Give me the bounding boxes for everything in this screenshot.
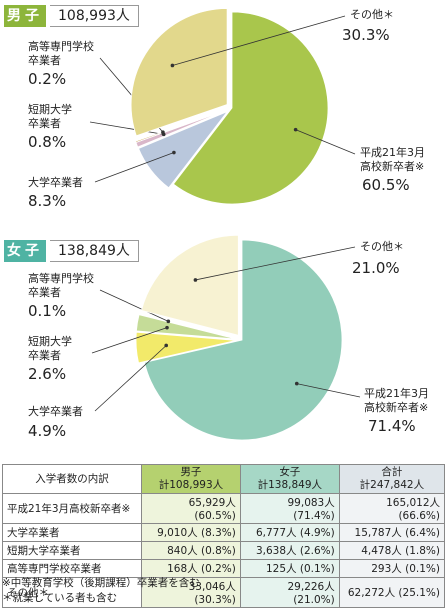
pie-slice bbox=[138, 110, 229, 189]
table-cell: 29,226人 (21.0%) bbox=[239, 577, 340, 608]
leader-dot bbox=[164, 343, 168, 348]
pie-slice bbox=[172, 11, 329, 205]
leader-line bbox=[295, 129, 356, 155]
table-header: 男子 計108,993人 bbox=[141, 463, 241, 495]
slice-value: 0.1% bbox=[28, 302, 67, 320]
table-header: 合計 計247,842人 bbox=[338, 463, 446, 495]
table-cell: 4,478人 (1.8%) bbox=[338, 541, 446, 561]
table-cell: 高等専門学校卒業者 bbox=[2, 559, 142, 579]
table-cell: 65,929人 (60.5%) bbox=[141, 493, 241, 525]
leader-line bbox=[296, 383, 361, 398]
leader-line bbox=[172, 15, 346, 66]
pie-slice bbox=[144, 239, 343, 441]
table-cell: 293人 (0.1%) bbox=[338, 559, 446, 579]
slice-label: 高等専門学校 卒業者 bbox=[28, 40, 94, 67]
leader-dot bbox=[165, 325, 169, 330]
slice-label: その他＊ bbox=[360, 240, 404, 253]
leader-dot bbox=[293, 127, 298, 132]
slice-value: 2.6% bbox=[28, 365, 67, 383]
pie-slice bbox=[135, 331, 237, 364]
slice-label: 短期大学 卒業者 bbox=[28, 335, 72, 362]
table-cell: 99,083人 (71.4%) bbox=[239, 493, 340, 525]
slice-label: 短期大学 卒業者 bbox=[28, 103, 72, 130]
table-cell: 15,787人 (6.4%) bbox=[338, 523, 446, 543]
leader-dot bbox=[170, 63, 175, 68]
pie-total: 138,849人 bbox=[50, 240, 139, 262]
pie-slice bbox=[130, 8, 228, 137]
table-cell: 平成21年3月高校新卒者※ bbox=[2, 493, 142, 525]
table-cell: 6,777人 (4.9%) bbox=[239, 523, 340, 543]
slice-value: 71.4% bbox=[368, 417, 416, 435]
leader-line bbox=[91, 327, 168, 354]
slice-label: 大学卒業者 bbox=[28, 176, 83, 189]
leader-dot bbox=[193, 278, 198, 282]
table-cell: 3,638人 (2.6%) bbox=[239, 541, 340, 561]
leader-dot bbox=[161, 130, 165, 135]
footnote: ※中等教育学校（後期課程）卒業者を含む bbox=[2, 577, 200, 589]
leader-dot bbox=[294, 381, 299, 386]
slice-label: 大学卒業者 bbox=[28, 405, 83, 418]
pie-badge: 女子 bbox=[4, 240, 46, 262]
slice-value: 30.3% bbox=[342, 26, 390, 44]
table-cell: 840人 (0.8%) bbox=[141, 541, 241, 561]
pie-slice bbox=[135, 314, 237, 340]
table-cell: その他＊ bbox=[2, 577, 142, 608]
pie-charts bbox=[89, 8, 361, 441]
leader-line bbox=[195, 246, 356, 281]
table-cell: 168人 (0.2%) bbox=[141, 559, 241, 579]
table-cell: 62,272人 (25.1%) bbox=[338, 577, 446, 608]
slice-label: 高等専門学校 卒業者 bbox=[28, 272, 94, 299]
slice-value: 21.0% bbox=[352, 259, 400, 277]
footnote: ＊就業している者も含む bbox=[2, 592, 118, 604]
slice-label: その他＊ bbox=[350, 8, 394, 21]
leader-line bbox=[99, 289, 169, 322]
table-cell: 125人 (0.1%) bbox=[239, 559, 340, 579]
table-cell: 33,046人 (30.3%) bbox=[141, 577, 241, 608]
leader-dot bbox=[166, 319, 171, 324]
slice-label: 平成21年3月 高校新卒者※ bbox=[360, 146, 425, 173]
table-cell: 大学卒業者 bbox=[2, 523, 142, 543]
pie-slice bbox=[135, 109, 227, 143]
summary-table: 入学者数の内訳 男子 計108,993人 女子 計138,849人 合計 計247,8… bbox=[2, 463, 446, 608]
slice-value: 8.3% bbox=[28, 192, 67, 210]
leader-line bbox=[89, 121, 164, 135]
slice-label: 平成21年3月 高校新卒者※ bbox=[364, 387, 429, 414]
pie-slice bbox=[138, 313, 237, 339]
slice-value: 60.5% bbox=[362, 176, 410, 194]
table-header: 入学者数の内訳 bbox=[2, 463, 142, 495]
pie-total: 108,993人 bbox=[50, 5, 139, 27]
leader-line bbox=[94, 345, 167, 412]
pie-badge: 男子 bbox=[4, 5, 46, 27]
table-cell: 9,010人 (8.3%) bbox=[141, 523, 241, 543]
leader-line bbox=[94, 152, 175, 183]
slice-value: 4.9% bbox=[28, 422, 67, 440]
table-header: 女子 計138,849人 bbox=[239, 463, 340, 495]
pie-slice bbox=[140, 234, 239, 336]
leader-dot bbox=[172, 150, 176, 155]
table-cell: 165,012人 (66.6%) bbox=[338, 493, 446, 525]
slice-value: 0.2% bbox=[28, 70, 67, 88]
slice-value: 0.8% bbox=[28, 133, 67, 151]
table-cell: 短期大学卒業者 bbox=[2, 541, 142, 561]
